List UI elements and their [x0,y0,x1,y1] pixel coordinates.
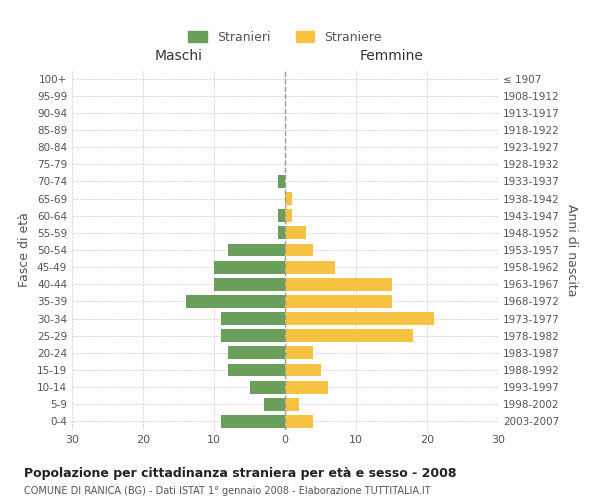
Bar [285,244,313,256]
Bar [285,380,328,394]
Bar [221,312,285,325]
Bar [264,398,285,410]
Bar [285,312,434,325]
Bar [228,346,285,360]
Legend: Stranieri, Straniere: Stranieri, Straniere [183,26,387,49]
Bar [285,260,335,274]
Text: COMUNE DI RANICA (BG) - Dati ISTAT 1° gennaio 2008 - Elaborazione TUTTITALIA.IT: COMUNE DI RANICA (BG) - Dati ISTAT 1° ge… [24,486,431,496]
Bar [285,210,292,222]
Y-axis label: Fasce di età: Fasce di età [19,212,31,288]
Bar [214,278,285,290]
Bar [185,295,285,308]
Bar [221,415,285,428]
Bar [278,175,285,188]
Bar [285,364,320,376]
Bar [278,226,285,239]
Bar [278,210,285,222]
Text: Popolazione per cittadinanza straniera per età e sesso - 2008: Popolazione per cittadinanza straniera p… [24,468,457,480]
Y-axis label: Anni di nascita: Anni di nascita [565,204,578,296]
Bar [285,415,313,428]
Bar [228,364,285,376]
Bar [214,260,285,274]
Text: Femmine: Femmine [359,49,424,63]
Bar [285,192,292,205]
Bar [285,398,299,410]
Bar [285,278,392,290]
Bar [285,226,307,239]
Bar [285,346,313,360]
Text: Maschi: Maschi [155,49,203,63]
Bar [228,244,285,256]
Bar [285,330,413,342]
Bar [221,330,285,342]
Bar [285,295,392,308]
Bar [250,380,285,394]
